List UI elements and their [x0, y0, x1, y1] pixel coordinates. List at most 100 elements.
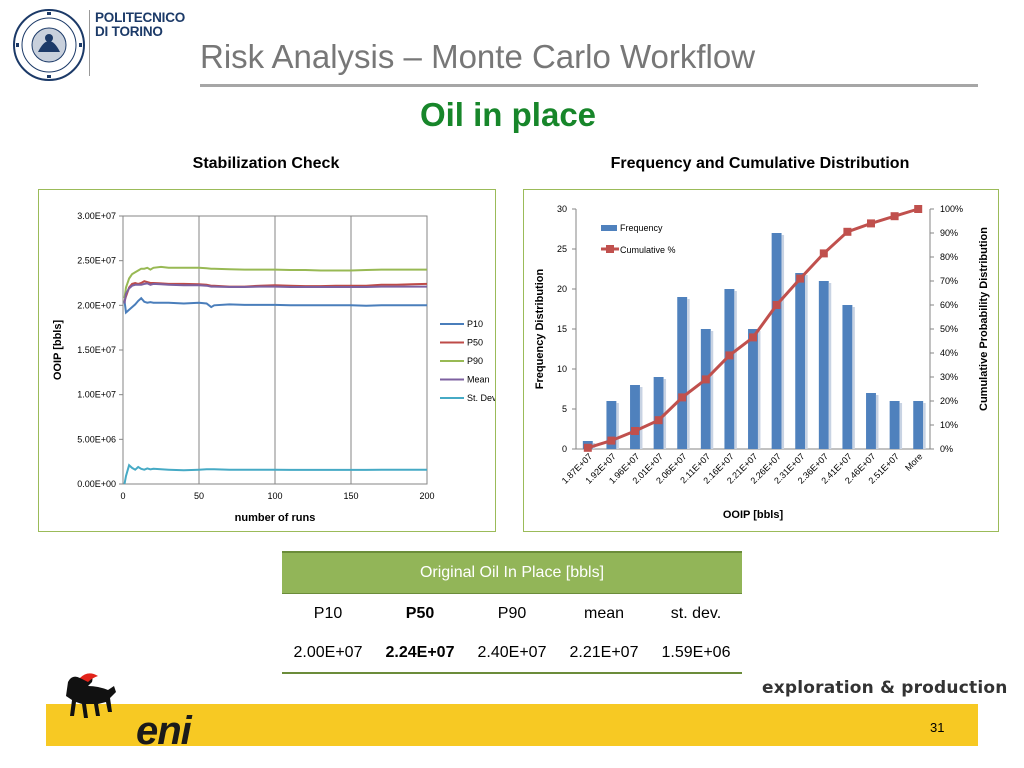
- table-row-values: 2.00E+07 2.24E+07 2.40E+07 2.21E+07 1.59…: [282, 633, 742, 674]
- frequency-bar-shadow: [687, 299, 690, 449]
- frequency-bar-shadow: [734, 291, 737, 449]
- x-tick-label: 0: [120, 491, 125, 501]
- y2-tick-label: 60%: [940, 300, 958, 310]
- y-tick-label: 20: [557, 284, 567, 294]
- table-header-row: Original Oil In Place [bbls]: [282, 551, 742, 594]
- legend-label: St. Dev.: [467, 393, 495, 403]
- label-st-dev: st. dev.: [670, 604, 722, 622]
- politecnico-seal-logo: [13, 9, 85, 81]
- legend-label: Mean: [467, 375, 490, 385]
- cumulative-point: [583, 443, 592, 452]
- frequency-bar: [866, 393, 876, 449]
- eni-six-legged-dog-logo: [66, 673, 116, 718]
- x-tick-label: 200: [419, 491, 434, 501]
- y-tick-label: 0: [562, 444, 567, 454]
- y-axis-label: OOIP [bbls]: [52, 320, 64, 381]
- stabilization-chart-frame: 0 50 100 150 200 0.00E+00 5.00E+06 1.00E+07 1.50…: [38, 189, 498, 532]
- y2-tick-label: 80%: [940, 252, 958, 262]
- label-p10: P10: [313, 604, 343, 622]
- frequency-bar: [606, 401, 617, 449]
- cumulative-point: [678, 393, 687, 402]
- frequency-bar-shadow: [828, 283, 832, 449]
- frequency-bar: [677, 297, 688, 449]
- y2-tick-label: 100%: [940, 204, 963, 214]
- cumulative-point: [725, 351, 734, 360]
- value-p90: 2.40E+07: [466, 633, 558, 674]
- slide-title: Risk Analysis – Monte Carlo Workflow: [200, 38, 756, 75]
- y-tick-label: 5: [562, 404, 567, 414]
- frequency-bar-shadow: [616, 403, 619, 449]
- table-header: Original Oil In Place [bbls]: [282, 551, 742, 594]
- frequency-bar-shadow: [805, 275, 808, 449]
- series-line-p90: [123, 265, 427, 299]
- frequency-bar: [842, 305, 853, 449]
- legend-label: P90: [467, 356, 483, 366]
- y2-tick-label: 40%: [940, 348, 958, 358]
- cumulative-point: [654, 416, 663, 425]
- y2-tick-label: 30%: [940, 372, 958, 382]
- y-tick-label: 15: [557, 324, 567, 334]
- y2-tick-label: 70%: [940, 276, 958, 286]
- legend-label: P50: [467, 338, 483, 348]
- y-tick-label: 0.00E+00: [77, 479, 116, 489]
- x-tick-label: 150: [343, 491, 358, 501]
- value-p10: 2.00E+07: [282, 633, 374, 674]
- series-line-st-dev-: [123, 463, 427, 485]
- y2-tick-label: 20%: [940, 396, 958, 406]
- frequency-bar: [818, 281, 829, 449]
- cumulative-point: [631, 427, 639, 435]
- stabilization-chart: 0 50 100 150 200 0.00E+00 5.00E+06 1.00E+07 1.50…: [52, 211, 498, 524]
- y-tick-label: 2.00E+07: [77, 300, 116, 310]
- label-p90: P90: [497, 604, 527, 622]
- legend-label: P10: [467, 319, 483, 329]
- value-mean: 2.21E+07: [558, 633, 650, 674]
- frequency-bar-shadow: [781, 235, 785, 449]
- cumulative-point: [819, 249, 828, 258]
- distribution-chart-title: Frequency and Cumulative Distribution: [610, 155, 910, 172]
- cumulative-point: [749, 333, 757, 342]
- legend-label: Cumulative %: [620, 245, 676, 255]
- cumulative-point: [914, 205, 923, 213]
- logo-divider: [89, 10, 90, 76]
- frequency-bar-shadow: [710, 331, 714, 449]
- frequency-bar: [913, 401, 924, 449]
- frequency-bar-shadow: [757, 331, 761, 449]
- frequency-bar-shadow: [852, 307, 855, 449]
- x-axis-label: number of runs: [235, 512, 316, 524]
- series-line-p10: [123, 296, 427, 315]
- footer-bar: [46, 704, 978, 746]
- x-tick-label: 50: [194, 491, 204, 501]
- frequency-bar: [889, 401, 900, 449]
- series-line-mean: [123, 282, 427, 304]
- y-tick-label: 5.00E+06: [77, 434, 116, 444]
- slide-subtitle: Oil in place: [419, 96, 597, 133]
- x-tick-label: More: [903, 451, 925, 473]
- frequency-bar: [748, 329, 758, 449]
- x-axis-label: OOIP [bbls]: [723, 509, 784, 521]
- legend-marker: [606, 245, 614, 253]
- y2-tick-label: 0%: [940, 444, 953, 454]
- frequency-bar: [630, 385, 640, 449]
- cumulative-point: [843, 227, 852, 236]
- y-tick-label: 1.50E+07: [77, 345, 116, 355]
- y-tick-label: 2.50E+07: [77, 256, 116, 266]
- institution-name: POLITECNICO DI TORINO: [95, 10, 186, 39]
- frequency-bar: [653, 377, 664, 449]
- y-tick-label: 3.00E+07: [77, 211, 116, 221]
- y2-axis-label: Cumulative Probability Distribution: [978, 227, 990, 411]
- frequency-bar-shadow: [899, 403, 903, 449]
- frequency-bar-shadow: [875, 395, 879, 449]
- results-table: Original Oil In Place [bbls] P10 P50 P90…: [282, 551, 742, 674]
- x-tick-label: 100: [267, 491, 282, 501]
- cumulative-point: [772, 301, 781, 309]
- y-tick-label: 10: [557, 364, 567, 374]
- cumulative-point: [867, 219, 875, 228]
- cumulative-point: [796, 274, 805, 283]
- eni-wordmark: eni: [136, 709, 192, 753]
- y2-tick-label: 90%: [940, 228, 958, 238]
- label-p50: P50: [405, 604, 435, 622]
- stabilization-chart-title: Stabilization Check: [192, 155, 340, 172]
- frequency-bar: [771, 233, 782, 449]
- label-mean: mean: [583, 604, 625, 622]
- value-p50: 2.24E+07: [374, 633, 466, 674]
